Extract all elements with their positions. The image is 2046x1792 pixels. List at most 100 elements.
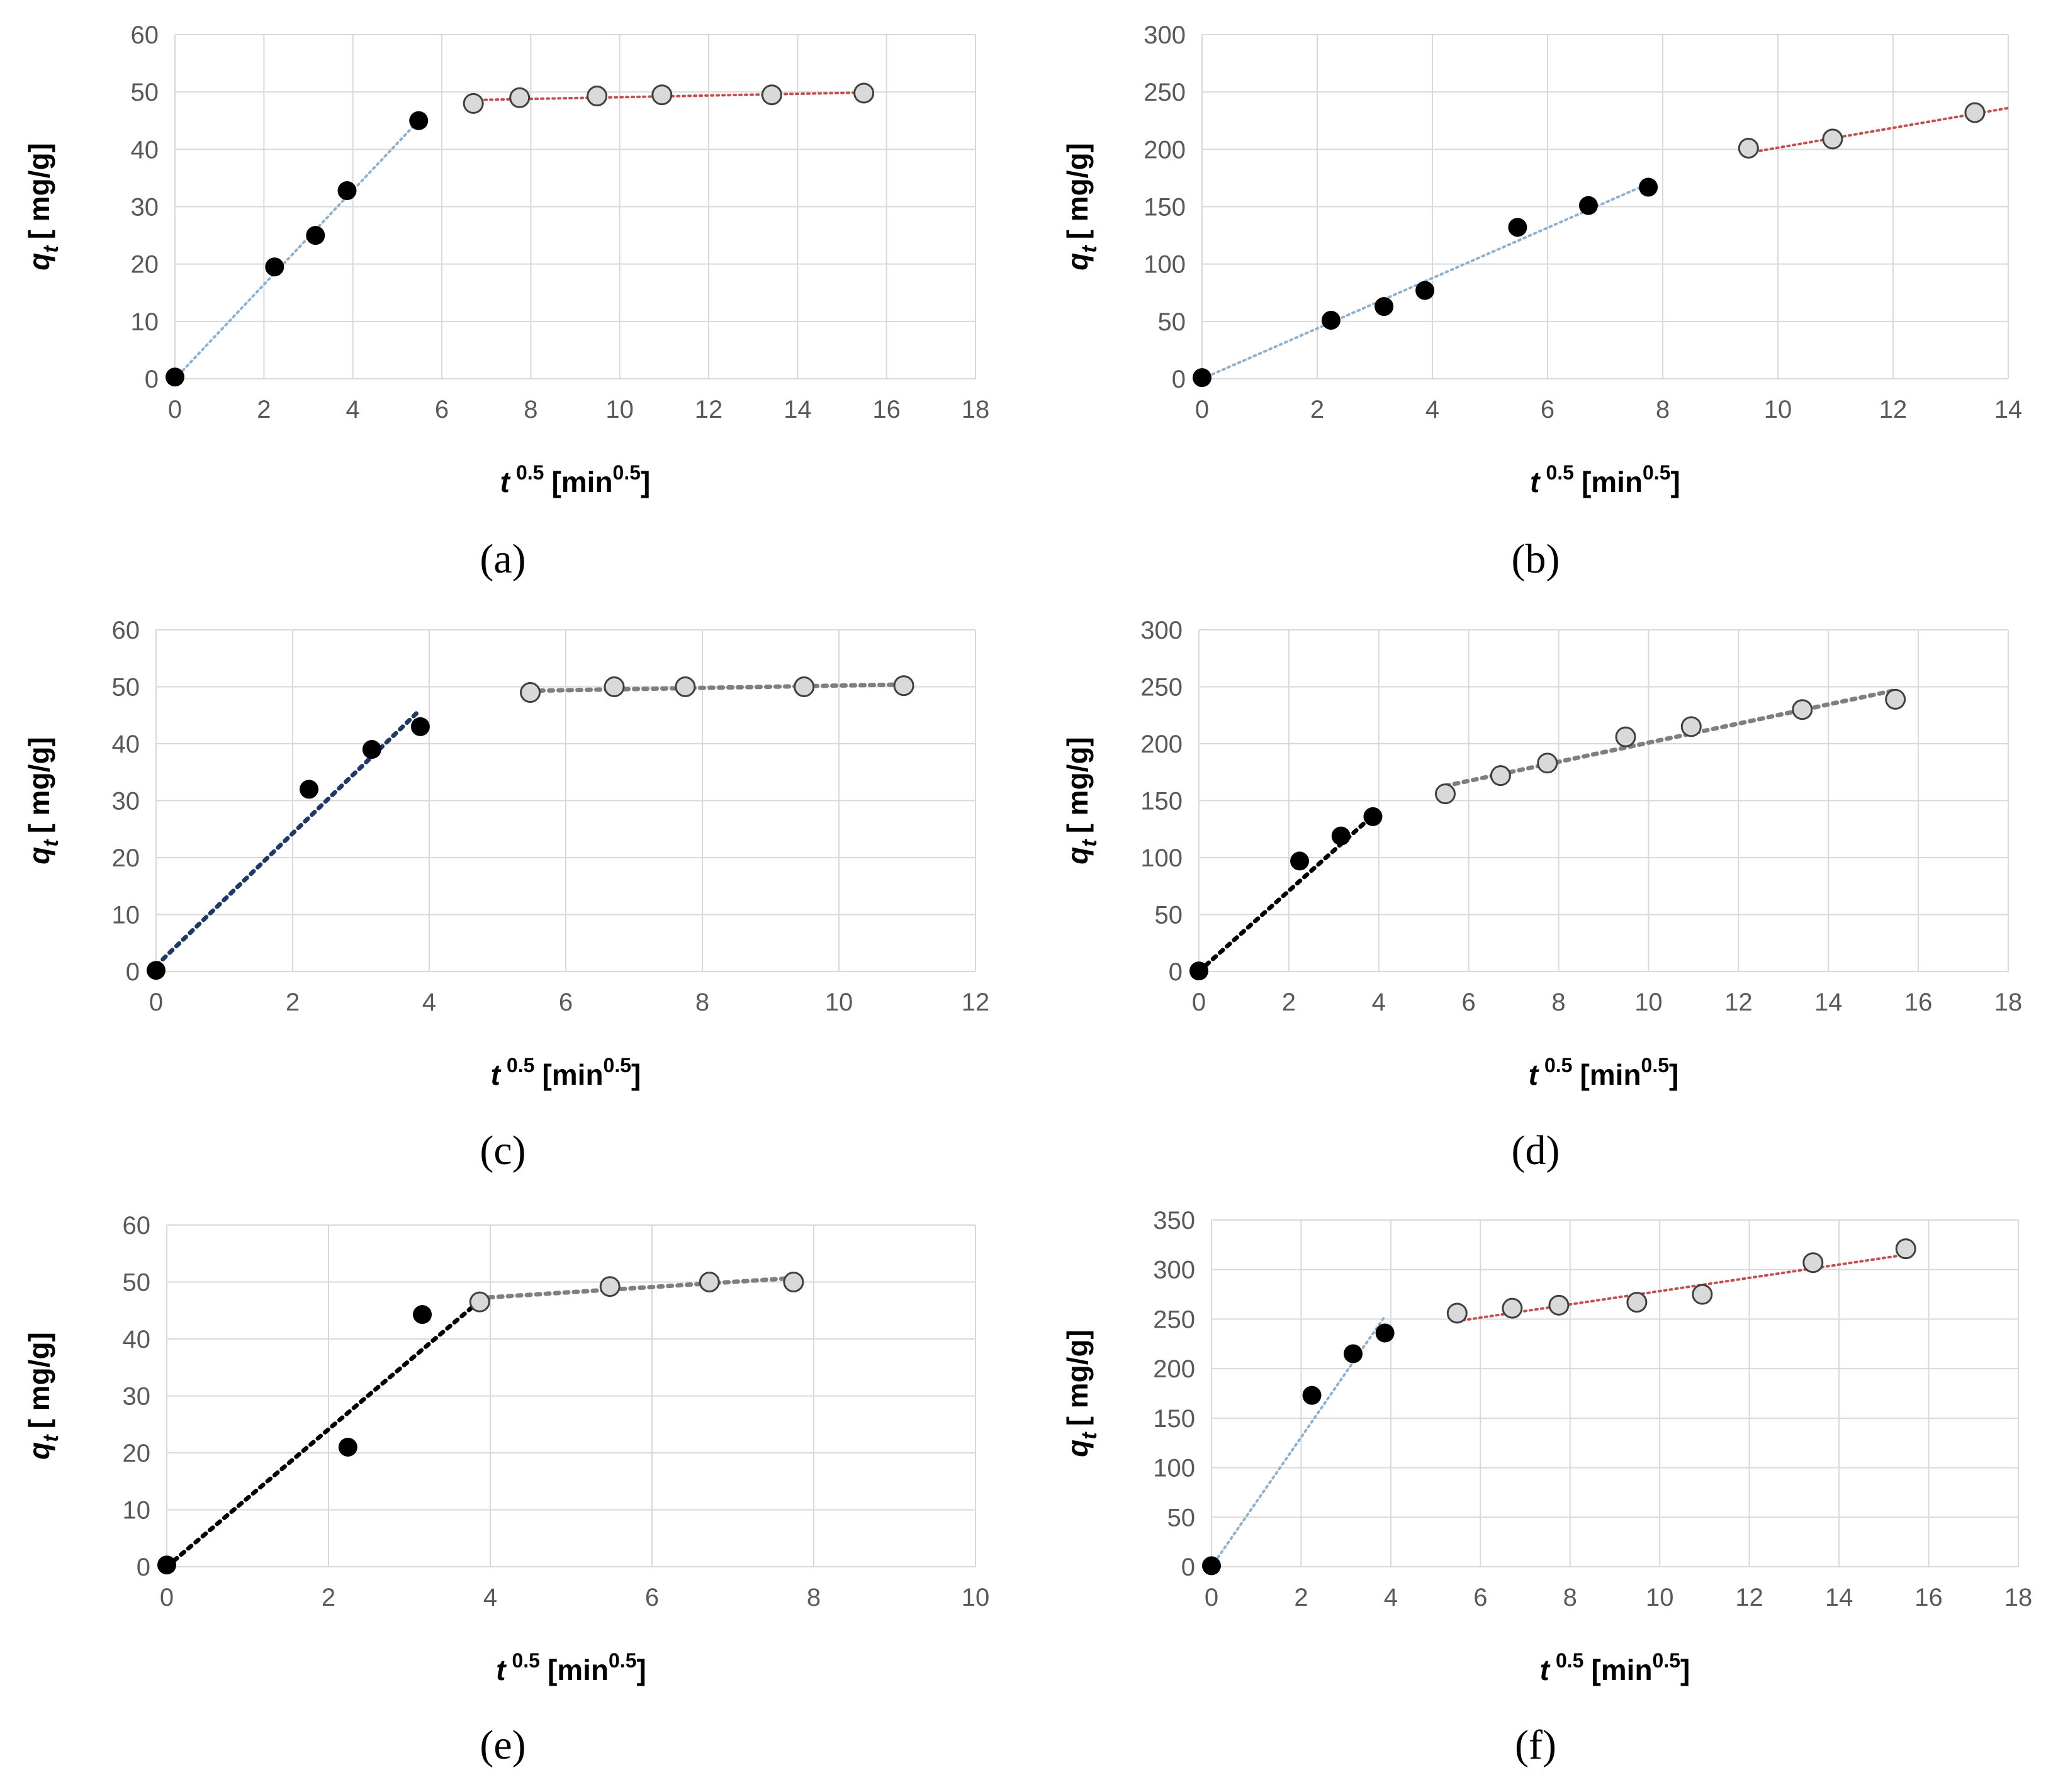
x-tick-label: 6 — [1541, 396, 1554, 423]
data-point-open — [675, 676, 696, 697]
x-tick-label: 10 — [1646, 1584, 1674, 1611]
fit-line-stage-2 — [1456, 1253, 1908, 1323]
data-point-open — [699, 1272, 720, 1292]
data-point-filled — [1578, 196, 1598, 215]
y-tick-label: 150 — [1144, 194, 1186, 221]
fit-line-stage-2 — [477, 1275, 796, 1301]
y-tick-label: 300 — [1140, 617, 1183, 644]
y-axis-base: q — [23, 253, 55, 271]
x-tick-label: 12 — [695, 396, 723, 423]
y-axis-unit: [ mg/g] — [1061, 143, 1094, 239]
y-axis-subscript: t — [1077, 1431, 1101, 1440]
x-tick-label: 4 — [1384, 1584, 1398, 1611]
panel-label-b: (b) — [1512, 536, 1560, 582]
data-point-filled — [1415, 281, 1435, 300]
y-tick-label: 50 — [131, 79, 159, 106]
y-tick-label: 20 — [123, 1440, 151, 1467]
x-tick-label: 18 — [1994, 988, 2023, 1016]
data-point-open — [794, 676, 815, 697]
y-tick-label: 40 — [131, 136, 159, 164]
x-tick-label: 4 — [1372, 988, 1386, 1016]
x-tick-label: 2 — [1282, 988, 1296, 1016]
x-tick-label: 12 — [1724, 988, 1753, 1016]
y-tick-label: 0 — [126, 958, 140, 986]
x-axis-base: t — [491, 1058, 502, 1091]
data-point-filled — [338, 1437, 357, 1457]
y-tick-label: 150 — [1153, 1405, 1195, 1433]
y-tick-label: 0 — [137, 1554, 150, 1581]
x-axis-title: t 0.5 [min0.5] — [496, 1649, 646, 1686]
x-tick-label: 12 — [1879, 396, 1908, 423]
x-tick-label: 6 — [1473, 1584, 1487, 1611]
y-axis-subscript: t — [1077, 245, 1101, 253]
y-axis-subscript: t — [39, 839, 63, 847]
x-tick-label: 16 — [872, 396, 901, 423]
x-axis-title: t 0.5 [min0.5] — [1529, 1054, 1679, 1091]
y-tick-label: 50 — [1155, 902, 1183, 929]
data-point-filled — [157, 1555, 176, 1575]
data-point-open — [1615, 726, 1636, 748]
x-tick-label: 2 — [1294, 1584, 1308, 1611]
data-point-open — [1435, 783, 1456, 805]
x-axis-exponent: 0.5 — [1544, 1054, 1572, 1077]
x-tick-label: 0 — [168, 396, 182, 423]
y-axis-title: qt [ mg/g] — [1061, 737, 1101, 865]
fit-line-stage-1 — [174, 119, 420, 380]
data-point-filled — [1375, 1323, 1395, 1343]
x-tick-label: 4 — [483, 1584, 497, 1611]
x-tick-label: 10 — [1634, 988, 1663, 1016]
x-tick-label: 14 — [1814, 988, 1843, 1016]
y-tick-label: 10 — [131, 308, 159, 336]
x-tick-label: 2 — [322, 1584, 335, 1611]
data-point-open — [469, 1291, 490, 1313]
y-tick-label: 50 — [1167, 1504, 1196, 1532]
data-point-filled — [1321, 311, 1341, 330]
data-point-open — [651, 84, 673, 106]
x-tick-label: 8 — [1656, 396, 1670, 423]
x-axis-base: t — [1530, 466, 1541, 498]
y-axis-base: q — [1061, 253, 1094, 271]
x-tick-label: 4 — [346, 396, 360, 423]
y-tick-label: 10 — [112, 902, 140, 929]
y-tick-label: 200 — [1153, 1355, 1195, 1383]
x-tick-label: 18 — [962, 396, 990, 423]
x-tick-label: 8 — [695, 988, 709, 1016]
fit-line-stage-2 — [1747, 106, 2009, 154]
fit-line-stage-1 — [164, 1298, 482, 1569]
fit-line-stage-2 — [1443, 688, 1898, 788]
x-tick-label: 0 — [160, 1584, 174, 1611]
data-point-open — [1548, 1294, 1570, 1316]
panel-label-f: (f) — [1515, 1722, 1556, 1768]
x-axis-title: t 0.5 [min0.5] — [1540, 1649, 1690, 1686]
y-tick-label: 20 — [131, 251, 159, 279]
data-point-filled — [166, 367, 184, 387]
y-axis-unit: [ mg/g] — [23, 1332, 55, 1428]
x-axis-close: ] — [1669, 1058, 1678, 1091]
y-tick-label: 60 — [131, 21, 159, 49]
data-point-open — [1895, 1238, 1916, 1260]
x-axis-close: ] — [637, 1654, 646, 1686]
y-axis-title: qt [ mg/g] — [23, 737, 63, 865]
data-point-open — [853, 82, 875, 104]
x-axis-base: t — [496, 1654, 507, 1686]
x-tick-label: 14 — [784, 396, 812, 423]
x-axis-unit-exponent: 0.5 — [604, 1054, 631, 1077]
x-tick-label: 10 — [605, 396, 634, 423]
x-axis-unit-exponent: 0.5 — [1643, 461, 1670, 484]
y-axis-unit: [ mg/g] — [23, 143, 55, 239]
data-point-filled — [409, 111, 429, 130]
data-point-open — [893, 675, 914, 697]
y-tick-label: 200 — [1140, 731, 1183, 758]
x-tick-label: 16 — [1914, 1584, 1943, 1611]
y-axis-base: q — [1061, 847, 1094, 865]
x-axis-exponent: 0.5 — [516, 461, 544, 484]
data-point-open — [1680, 716, 1702, 737]
y-tick-label: 40 — [112, 731, 140, 758]
x-axis-unit: [min — [1580, 1058, 1641, 1091]
x-tick-label: 0 — [1192, 988, 1206, 1016]
x-tick-label: 12 — [962, 988, 990, 1016]
y-tick-label: 30 — [112, 788, 140, 815]
y-axis-title: qt [ mg/g] — [1061, 1330, 1101, 1457]
